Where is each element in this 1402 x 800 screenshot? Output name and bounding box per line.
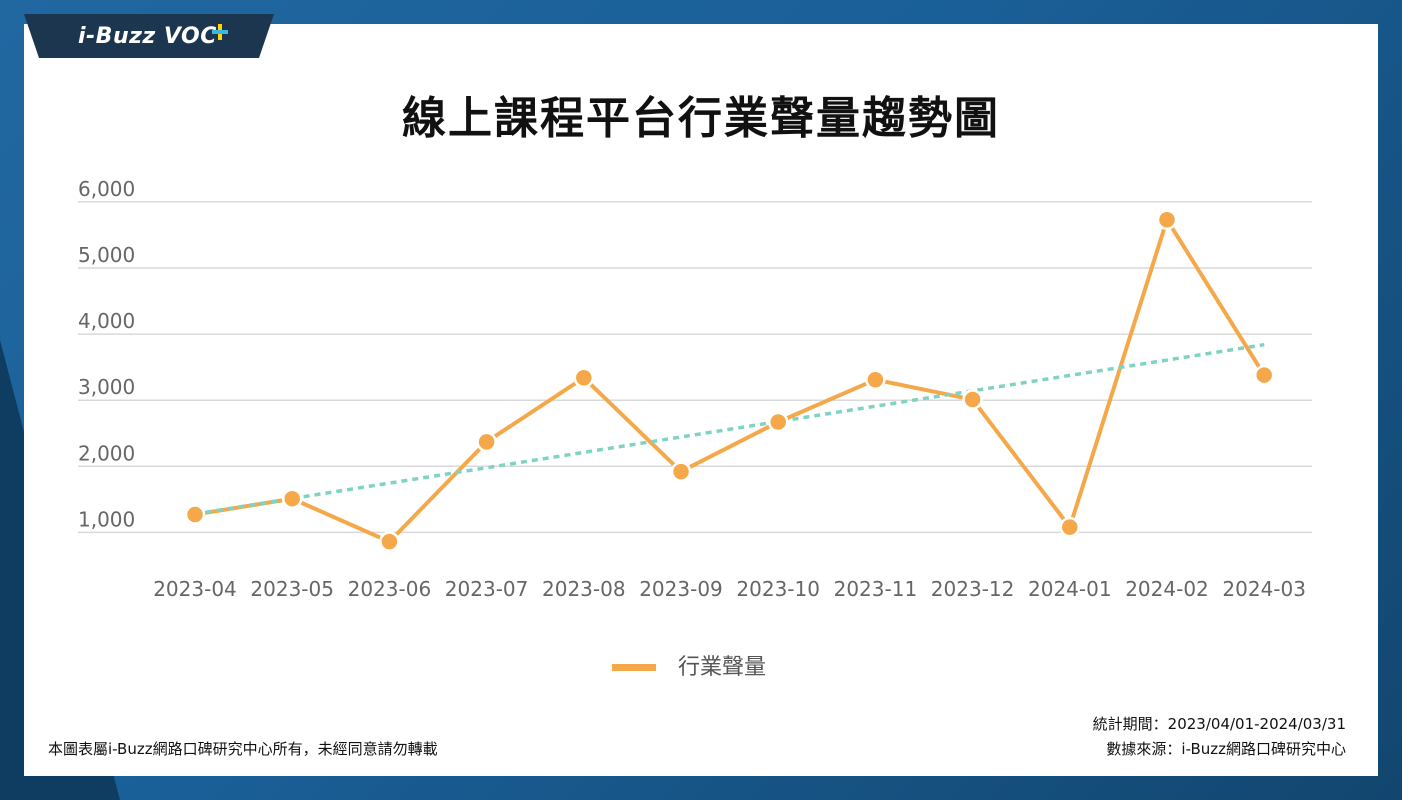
logo-plus-icon xyxy=(212,24,228,40)
y-tick-label: 4,000 xyxy=(78,309,135,333)
x-tick-label: 2023-11 xyxy=(834,577,918,601)
x-tick-label: 2023-07 xyxy=(445,577,529,601)
brand-logo: i-Buzz VOC xyxy=(78,24,217,49)
data-point xyxy=(1156,209,1178,230)
y-tick-label: 3,000 xyxy=(78,375,135,399)
data-point xyxy=(670,461,692,482)
data-point xyxy=(1253,364,1275,386)
y-tick-label: 2,000 xyxy=(78,441,135,465)
x-tick-label: 2024-02 xyxy=(1125,577,1209,601)
legend-label: 行業聲量 xyxy=(678,655,767,680)
y-tick-label: 5,000 xyxy=(78,243,135,267)
copyright-notice: 本圖表屬i-Buzz網路口碑研究中心所有，未經同意請勿轉載 xyxy=(48,740,438,758)
y-tick-label: 1,000 xyxy=(78,507,135,531)
data-point xyxy=(476,431,497,453)
data-source: 數據來源：i-Buzz網路口碑研究中心 xyxy=(1106,740,1346,758)
data-point xyxy=(184,504,206,525)
x-tick-label: 2024-03 xyxy=(1222,577,1306,601)
data-point xyxy=(281,488,303,509)
x-tick-label: 2023-05 xyxy=(250,577,334,601)
y-tick-label: 6,000 xyxy=(78,177,135,201)
x-tick-label: 2023-09 xyxy=(639,577,723,601)
logo-tab xyxy=(24,14,274,58)
data-point xyxy=(962,389,983,410)
data-point xyxy=(379,531,400,552)
stats-period: 統計期間：2023/04/01-2024/03/31 xyxy=(1092,715,1346,733)
data-point xyxy=(767,411,789,433)
x-tick-label: 2023-06 xyxy=(348,577,432,601)
x-tick-label: 2023-04 xyxy=(153,577,237,601)
x-tick-label: 2023-10 xyxy=(736,577,820,601)
series-line xyxy=(193,217,1267,544)
legend-swatch xyxy=(612,664,656,671)
data-point xyxy=(1059,516,1081,538)
chart-title: 線上課程平台行業聲量趨勢圖 xyxy=(402,93,1000,144)
data-point xyxy=(573,367,595,388)
x-tick-label: 2023-12 xyxy=(931,577,1015,601)
trendline xyxy=(194,342,1265,516)
x-tick-label: 2023-08 xyxy=(542,577,626,601)
data-point xyxy=(865,369,886,390)
x-tick-label: 2024-01 xyxy=(1028,577,1112,601)
